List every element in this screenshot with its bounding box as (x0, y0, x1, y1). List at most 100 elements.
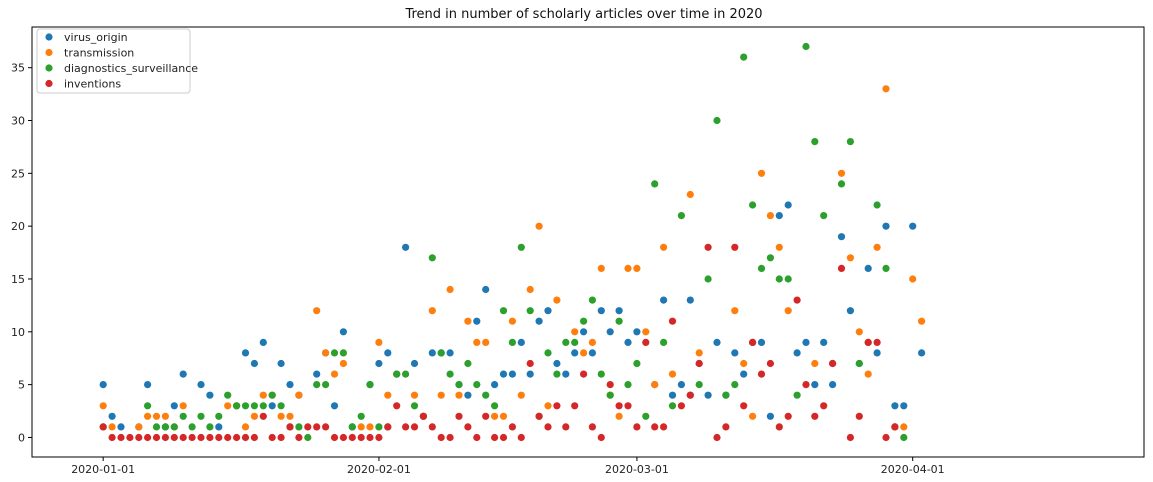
virus_origin-point-80 (873, 349, 881, 357)
transmission-point-40 (535, 222, 543, 230)
virus_origin-point-15 (268, 402, 276, 410)
virus_origin-point-49 (588, 349, 597, 357)
virus_origin-point-62 (713, 338, 721, 346)
diagnostics_surveillance-point-65 (713, 116, 721, 125)
inventions-point-37 (428, 423, 436, 431)
diagnostics_surveillance-point-61 (677, 212, 686, 220)
inventions-point-14 (224, 433, 232, 442)
inventions-point-68 (704, 243, 712, 251)
diagnostics_surveillance-point-29 (393, 370, 401, 378)
diagnostics_surveillance-point-38 (473, 381, 481, 389)
virus_origin-point-14 (259, 338, 267, 346)
transmission-point-4 (152, 412, 161, 420)
inventions-point-17 (250, 433, 258, 442)
virus_origin-point-59 (686, 296, 694, 304)
transmission-point-24 (384, 391, 392, 399)
transmission-point-52 (651, 381, 659, 389)
inventions-point-77 (784, 412, 792, 420)
diagnostics_surveillance-point-84 (882, 264, 890, 272)
virus_origin-point-83 (900, 402, 908, 410)
virus_origin-point-74 (820, 338, 828, 346)
inventions-point-22 (295, 433, 303, 442)
inventions-point-58 (615, 402, 623, 410)
transmission-point-15 (286, 412, 294, 420)
legend-label-diagnostics_surveillance: diagnostics_surveillance (64, 62, 198, 75)
transmission-point-10 (241, 423, 250, 431)
diagnostics_surveillance-point-68 (740, 53, 748, 61)
virus_origin-point-67 (757, 338, 766, 346)
transmission-point-45 (588, 338, 597, 346)
transmission-point-0 (99, 402, 107, 410)
transmission-point-43 (571, 328, 579, 336)
inventions-point-28 (348, 433, 356, 442)
diagnostics_surveillance-point-30 (402, 370, 410, 378)
virus_origin-point-77 (846, 307, 855, 315)
legend-frame (36, 28, 191, 94)
inventions-point-50 (544, 423, 552, 431)
diagnostics_surveillance-point-43 (517, 243, 525, 251)
transmission-point-19 (330, 370, 339, 378)
diagnostics_surveillance-point-37 (464, 359, 472, 368)
virus_origin-point-38 (491, 381, 499, 389)
inventions-point-83 (837, 264, 846, 272)
virus_origin-point-64 (731, 349, 739, 357)
transmission-point-54 (668, 370, 677, 378)
y-axis: 0 5 10 15 20 25 30 35 (11, 62, 32, 444)
series-inventions (99, 243, 899, 442)
inventions-point-79 (802, 381, 810, 389)
virus_origin-point-43 (535, 317, 543, 325)
virus_origin-point-35 (464, 391, 472, 399)
x-tick-label-1: 2020-02-01 (347, 463, 411, 476)
transmission-point-28 (428, 307, 436, 315)
virus_origin-point-71 (793, 349, 801, 357)
diagnostics_surveillance-point-49 (571, 338, 579, 346)
diagnostics_surveillance-point-18 (295, 423, 303, 431)
virus_origin-point-22 (339, 328, 347, 336)
virus_origin-point-12 (241, 349, 250, 357)
inventions-point-49 (535, 412, 543, 420)
inventions-point-34 (402, 423, 410, 431)
transmission-point-1 (108, 423, 116, 431)
inventions-point-6 (152, 433, 161, 442)
diagnostics_surveillance-point-12 (241, 402, 250, 410)
transmission-point-42 (553, 296, 561, 304)
virus_origin-point-70 (784, 201, 792, 209)
virus_origin-point-75 (829, 381, 837, 389)
transmission-point-63 (784, 307, 792, 315)
inventions-point-2 (117, 433, 125, 442)
transmission-point-17 (313, 307, 321, 315)
transmission-point-62 (775, 243, 783, 251)
inventions-point-0 (99, 423, 107, 431)
inventions-point-85 (855, 412, 863, 420)
inventions-point-80 (811, 412, 819, 420)
inventions-point-11 (197, 433, 205, 442)
inventions-point-76 (775, 423, 783, 431)
inventions-point-63 (660, 423, 668, 431)
inventions-point-65 (677, 402, 686, 410)
transmission-point-3 (144, 412, 152, 420)
inventions-point-82 (829, 359, 837, 368)
transmission-point-34 (482, 338, 490, 346)
x-tick-label-2: 2020-03-01 (605, 463, 669, 476)
inventions-point-18 (259, 412, 267, 420)
diagnostics_surveillance-point-54 (615, 317, 623, 325)
transmission-point-55 (686, 190, 694, 199)
transmission-point-5 (161, 412, 169, 420)
virus_origin-point-10 (215, 423, 223, 431)
diagnostics_surveillance-point-81 (855, 359, 863, 368)
transmission-point-59 (749, 412, 757, 420)
transmission-point-69 (873, 243, 881, 251)
diagnostics_surveillance-point-56 (633, 359, 641, 368)
transmission-point-20 (339, 359, 347, 368)
transmission-point-26 (410, 391, 419, 399)
virus_origin-point-45 (553, 359, 561, 368)
inventions-point-31 (375, 433, 383, 442)
virus_origin-point-56 (660, 296, 668, 304)
series-transmission (99, 85, 926, 431)
y-tick-label-1: 5 (18, 379, 25, 392)
virus_origin-point-7 (179, 370, 187, 378)
diagnostics_surveillance-point-6 (188, 423, 196, 431)
transmission-point-33 (473, 338, 481, 346)
transmission-point-46 (597, 264, 605, 272)
virus_origin-point-65 (740, 370, 748, 378)
